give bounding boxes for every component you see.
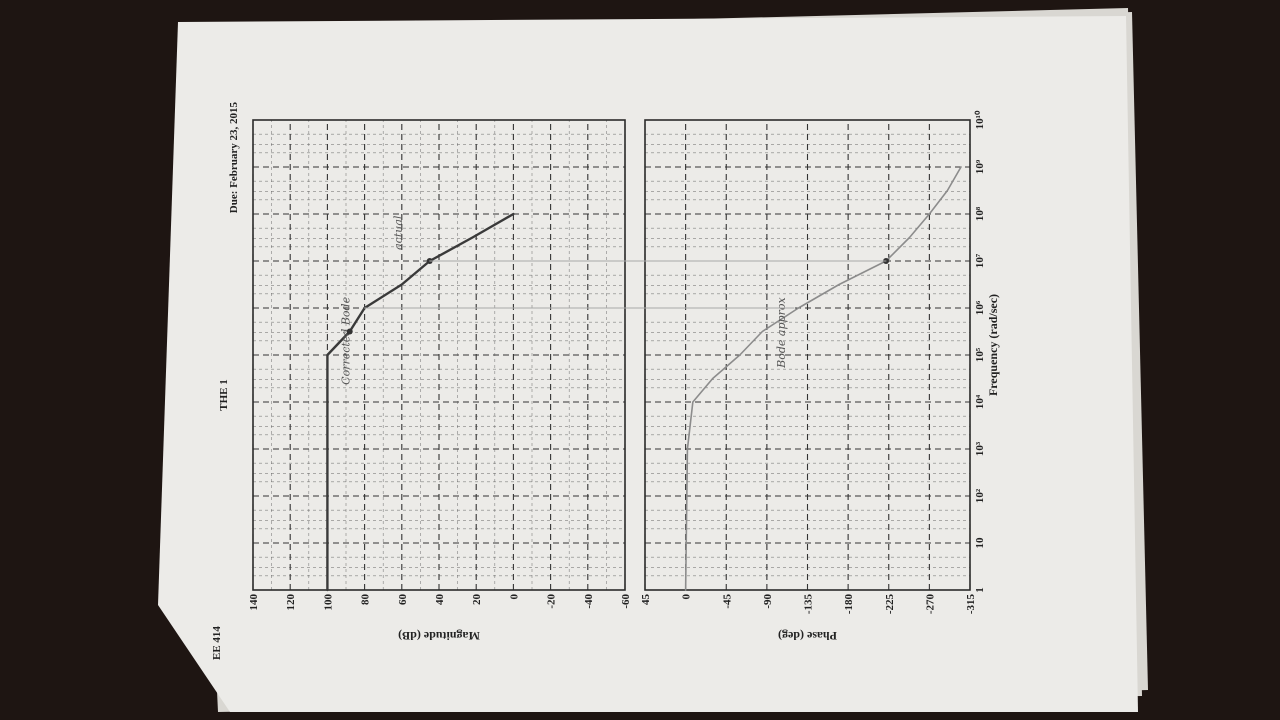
y-tick-label: -90 <box>762 594 774 609</box>
handwritten-note: actual <box>392 215 405 250</box>
y-tick-label: 0 <box>681 594 693 600</box>
marked-point <box>346 328 353 335</box>
x-tick-label: 10⁹ <box>974 159 986 174</box>
y-tick-label: 60 <box>397 594 409 606</box>
frequency-tick-labels: 1 10 10² 10³ 10⁴ 10⁵ 10⁶ 10⁷ 10⁸ 10⁹ 10¹⁰ <box>974 110 986 593</box>
y-tick-label: -20 <box>546 594 558 609</box>
x-tick-label: 10² <box>974 488 986 503</box>
y-tick-label: -60 <box>620 594 632 609</box>
y-axis-title: Magnitude (dB) <box>398 629 480 643</box>
pencil-curve <box>326 212 515 592</box>
y-tick-label: -270 <box>924 594 936 615</box>
course-label: EE 414 <box>211 626 223 660</box>
x-tick-label: 10 <box>974 537 986 549</box>
y-tick-label: 80 <box>360 594 372 606</box>
y-tick-label: 100 <box>322 594 334 611</box>
y-tick-label: -135 <box>803 594 815 615</box>
y-tick-label: 45 <box>640 594 652 606</box>
x-tick-label: 10⁸ <box>974 206 986 221</box>
plot-frame <box>644 119 971 591</box>
y-tick-label: -225 <box>884 594 896 615</box>
y-tick-label: 20 <box>471 594 483 606</box>
paper-sheet <box>158 16 1138 712</box>
due-date: Due: February 23, 2015 <box>228 102 240 214</box>
y-tick-label: 140 <box>248 594 260 611</box>
x-tick-label: 10¹⁰ <box>974 110 986 129</box>
x-tick-label: 10³ <box>974 441 986 456</box>
y-tick-label: -40 <box>583 594 595 609</box>
x-tick-label: 10⁷ <box>974 253 986 268</box>
y-tick-label: 0 <box>508 594 520 600</box>
y-tick-label: 40 <box>434 594 446 606</box>
handwritten-note: Bode approx <box>775 297 788 369</box>
x-tick-label: 10⁴ <box>974 394 986 409</box>
handwritten-note: Corrected Bode <box>340 296 353 384</box>
rotated-document: EE 414 THE 1 Due: February 23, 2015 140 1… <box>211 102 1000 660</box>
frequency-axis-title: Frequency (rad/sec) <box>986 294 1000 396</box>
x-tick-label: 1 <box>974 587 986 593</box>
y-axis-title: Phase (deg) <box>778 629 837 643</box>
y-tick-label: -180 <box>843 594 855 615</box>
x-tick-label: 10⁶ <box>974 300 986 315</box>
plot-frame <box>252 119 626 591</box>
phase-plot: 45 0 -45 -90 -135 -180 -225 -270 -315 Phase (deg)… <box>640 119 977 643</box>
pencil-curve <box>684 166 962 591</box>
y-tick-label: 120 <box>285 594 297 611</box>
y-tick-label: -315 <box>965 594 977 615</box>
assignment-title: THE 1 <box>218 379 230 410</box>
y-tick-label: -45 <box>721 594 733 609</box>
x-tick-label: 10⁵ <box>974 347 986 362</box>
